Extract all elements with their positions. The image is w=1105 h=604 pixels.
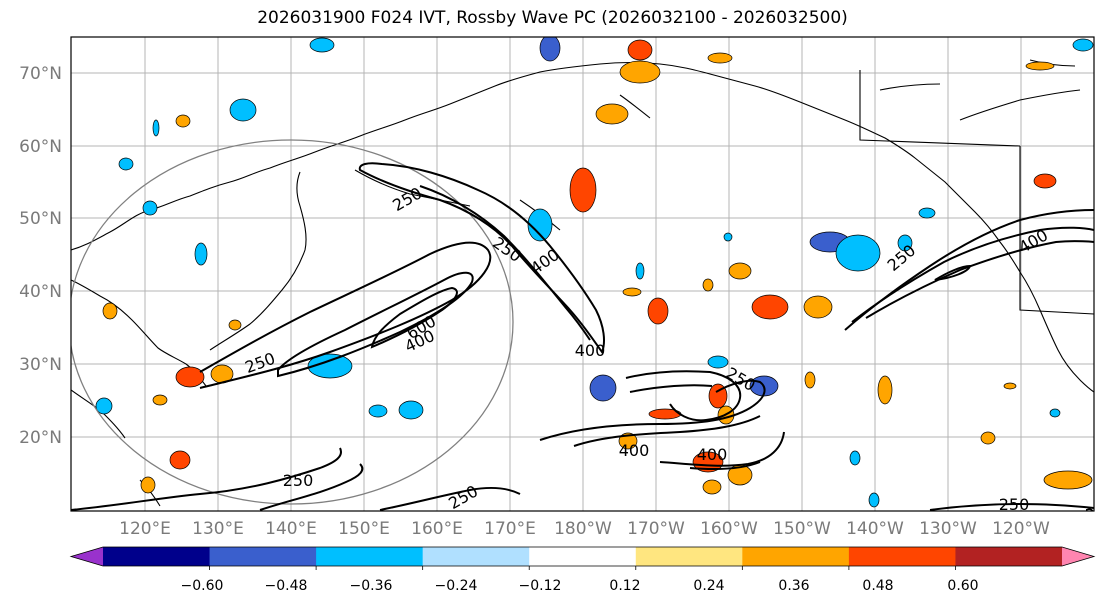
longitude-labels: 120°E 130°E 140°E 150°E 160°E 170°E 180°…: [119, 519, 1050, 539]
colorbar-ticks: −0.60 −0.48 −0.36 −0.24 −0.12 0.12 0.24 …: [181, 578, 979, 594]
longitude-label: 120°W: [992, 519, 1050, 539]
longitude-label: 170°W: [627, 519, 685, 539]
contour-label: 250: [1085, 505, 1105, 524]
colorbar-tick-label: −0.12: [519, 578, 562, 594]
colorbar-tick-label: −0.60: [181, 578, 224, 594]
colorbar-segments: [69, 546, 1096, 570]
longitude-label: 180°W: [554, 519, 612, 539]
colorbar-tick-label: 0.24: [693, 578, 724, 594]
latitude-label: 50°N: [19, 209, 62, 229]
colorbar-outline: [69, 546, 1096, 567]
colorbar-tick-label: 0.60: [947, 578, 978, 594]
colorbar-segment: [422, 547, 530, 566]
region-circle: [71, 139, 514, 505]
colorbar-tick-label: 0.12: [609, 578, 640, 594]
colorbar-tick-label: 0.36: [778, 578, 809, 594]
colorbar-segment: [635, 547, 743, 566]
colorbar: −0.60 −0.48 −0.36 −0.24 −0.12 0.12 0.24 …: [69, 546, 1096, 594]
contour-label: 250: [283, 471, 314, 490]
latitude-label: 70°N: [19, 64, 62, 84]
colorbar-tick-label: −0.36: [350, 578, 393, 594]
colorbar-segment: [103, 547, 211, 566]
latitude-labels: 70°N 60°N 50°N 40°N 30°N 20°N: [19, 64, 62, 448]
contour-label: 400: [697, 445, 728, 464]
longitude-label: 140°E: [265, 519, 317, 539]
colorbar-segment: [209, 547, 317, 566]
gridlines: [71, 37, 1094, 511]
map-layers: 250 250 400 400 250 400 250 400 250 400 …: [71, 37, 1105, 524]
latitude-label: 30°N: [19, 355, 62, 375]
positive-anomaly-patches: [102, 39, 1093, 495]
contour-label: 400: [575, 341, 606, 360]
colorbar-segment: [955, 547, 1063, 566]
colorbar-segment: [742, 547, 850, 566]
colorbar-segment: [316, 547, 424, 566]
colorbar-segment: [529, 547, 637, 566]
longitude-label: 140°W: [846, 519, 904, 539]
ivt-contours: [71, 162, 1094, 511]
latitude-label: 20°N: [19, 428, 62, 448]
negative-anomaly-patches: [95, 37, 1094, 508]
longitude-label: 120°E: [119, 519, 171, 539]
longitude-label: 160°W: [700, 519, 758, 539]
contour-label: 250: [1085, 505, 1105, 524]
contour-label: 400: [619, 441, 650, 460]
latitude-label: 40°N: [19, 282, 62, 302]
latitude-label: 60°N: [19, 137, 62, 157]
longitude-label: 170°E: [484, 519, 536, 539]
longitude-label: 130°W: [919, 519, 977, 539]
longitude-label: 160°E: [411, 519, 463, 539]
contour-label: 250: [999, 495, 1030, 514]
colorbar-tick-label: −0.24: [435, 578, 478, 594]
colorbar-tick-label: 0.48: [862, 578, 893, 594]
map-title: 2026031900 F024 IVT, Rossby Wave PC (202…: [257, 8, 848, 28]
colorbar-extension-high: [1062, 547, 1094, 566]
longitude-label: 130°E: [192, 519, 244, 539]
colorbar-tick-label: −0.48: [265, 578, 308, 594]
longitude-label: 150°E: [338, 519, 390, 539]
colorbar-extension-low: [71, 547, 103, 566]
map-border: [70, 36, 1095, 512]
colorbar-segment: [848, 547, 956, 566]
longitude-label: 150°W: [773, 519, 831, 539]
